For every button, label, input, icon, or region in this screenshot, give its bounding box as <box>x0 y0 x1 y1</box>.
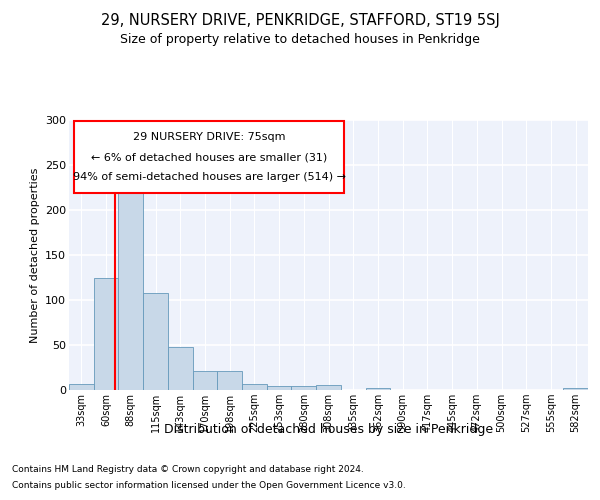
Y-axis label: Number of detached properties: Number of detached properties <box>29 168 40 342</box>
Text: Size of property relative to detached houses in Penkridge: Size of property relative to detached ho… <box>120 32 480 46</box>
Bar <box>217 371 242 390</box>
Bar <box>365 388 390 390</box>
Bar <box>292 386 316 390</box>
Bar <box>267 386 292 390</box>
Bar <box>168 347 193 390</box>
Bar <box>193 371 217 390</box>
Bar <box>118 192 143 390</box>
Text: Distribution of detached houses by size in Penkridge: Distribution of detached houses by size … <box>164 422 493 436</box>
Bar <box>94 278 118 390</box>
Bar <box>563 388 588 390</box>
Text: Contains HM Land Registry data © Crown copyright and database right 2024.: Contains HM Land Registry data © Crown c… <box>12 465 364 474</box>
Text: ← 6% of detached houses are smaller (31): ← 6% of detached houses are smaller (31) <box>91 152 327 162</box>
Text: 94% of semi-detached houses are larger (514) →: 94% of semi-detached houses are larger (… <box>73 172 346 182</box>
Text: 29, NURSERY DRIVE, PENKRIDGE, STAFFORD, ST19 5SJ: 29, NURSERY DRIVE, PENKRIDGE, STAFFORD, … <box>101 12 499 28</box>
Bar <box>316 384 341 390</box>
Bar <box>143 293 168 390</box>
FancyBboxPatch shape <box>74 122 344 193</box>
Text: 29 NURSERY DRIVE: 75sqm: 29 NURSERY DRIVE: 75sqm <box>133 132 286 142</box>
Text: Contains public sector information licensed under the Open Government Licence v3: Contains public sector information licen… <box>12 481 406 490</box>
Bar <box>242 384 267 390</box>
Bar <box>69 384 94 390</box>
